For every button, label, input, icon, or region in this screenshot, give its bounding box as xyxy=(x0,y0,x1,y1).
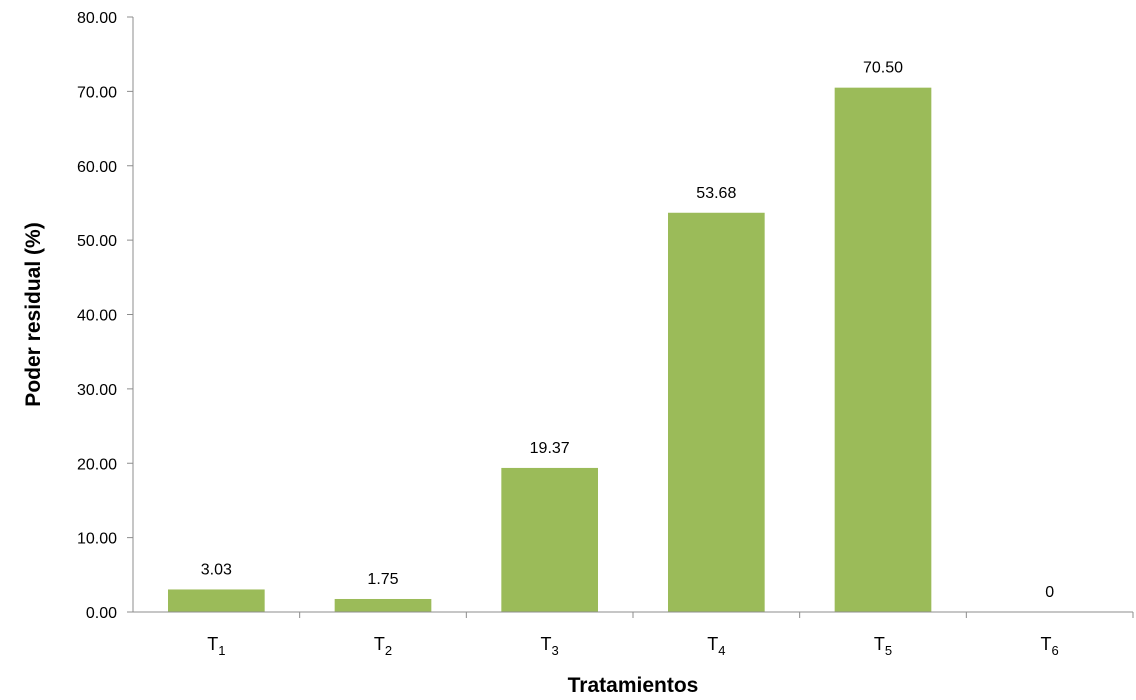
bar-3 xyxy=(501,467,598,612)
x-tick-label-5: T5 xyxy=(874,634,892,658)
y-tick-label: 20.00 xyxy=(77,456,117,473)
data-label-1: 3.03 xyxy=(201,561,232,578)
bars xyxy=(168,87,932,612)
y-tick-label: 40.00 xyxy=(77,308,117,325)
bar-4 xyxy=(668,212,765,612)
y-tick-label: 70.00 xyxy=(77,84,117,101)
data-label-4: 53.68 xyxy=(696,185,736,202)
data-label-3: 19.37 xyxy=(530,440,570,457)
x-tick-label-2: T2 xyxy=(374,634,392,658)
y-tick-label: 50.00 xyxy=(77,233,117,250)
data-label-2: 1.75 xyxy=(367,571,398,588)
data-label-6: 0 xyxy=(1045,584,1054,601)
x-tick-label-1: T1 xyxy=(207,634,225,658)
x-tick-label-4: T4 xyxy=(707,634,725,658)
y-tick-label: 0.00 xyxy=(86,605,117,622)
data-labels: 3.03 1.75 19.37 53.68 70.50 0 xyxy=(201,60,1054,601)
y-axis-title: Poder residual (%) xyxy=(22,222,45,406)
data-label-5: 70.50 xyxy=(863,60,903,77)
x-tick-label-6: T6 xyxy=(1041,634,1059,658)
bar-2 xyxy=(334,598,432,612)
y-axis-ticks: 0.00 10.00 20.00 30.00 40.00 50.00 60.00 70.00 8… xyxy=(77,10,133,622)
bar-1 xyxy=(168,589,265,612)
bar-5 xyxy=(834,87,932,612)
x-axis-ticks: T1 T2 T3 T4 T5 T6 xyxy=(207,612,1134,658)
y-tick-label: 60.00 xyxy=(77,159,117,176)
y-tick-label: 30.00 xyxy=(77,382,117,399)
y-tick-label: 80.00 xyxy=(77,10,117,27)
x-axis-title: Tratamientos xyxy=(568,674,699,697)
x-tick-label-3: T3 xyxy=(541,634,559,658)
y-tick-label: 10.00 xyxy=(77,531,117,548)
